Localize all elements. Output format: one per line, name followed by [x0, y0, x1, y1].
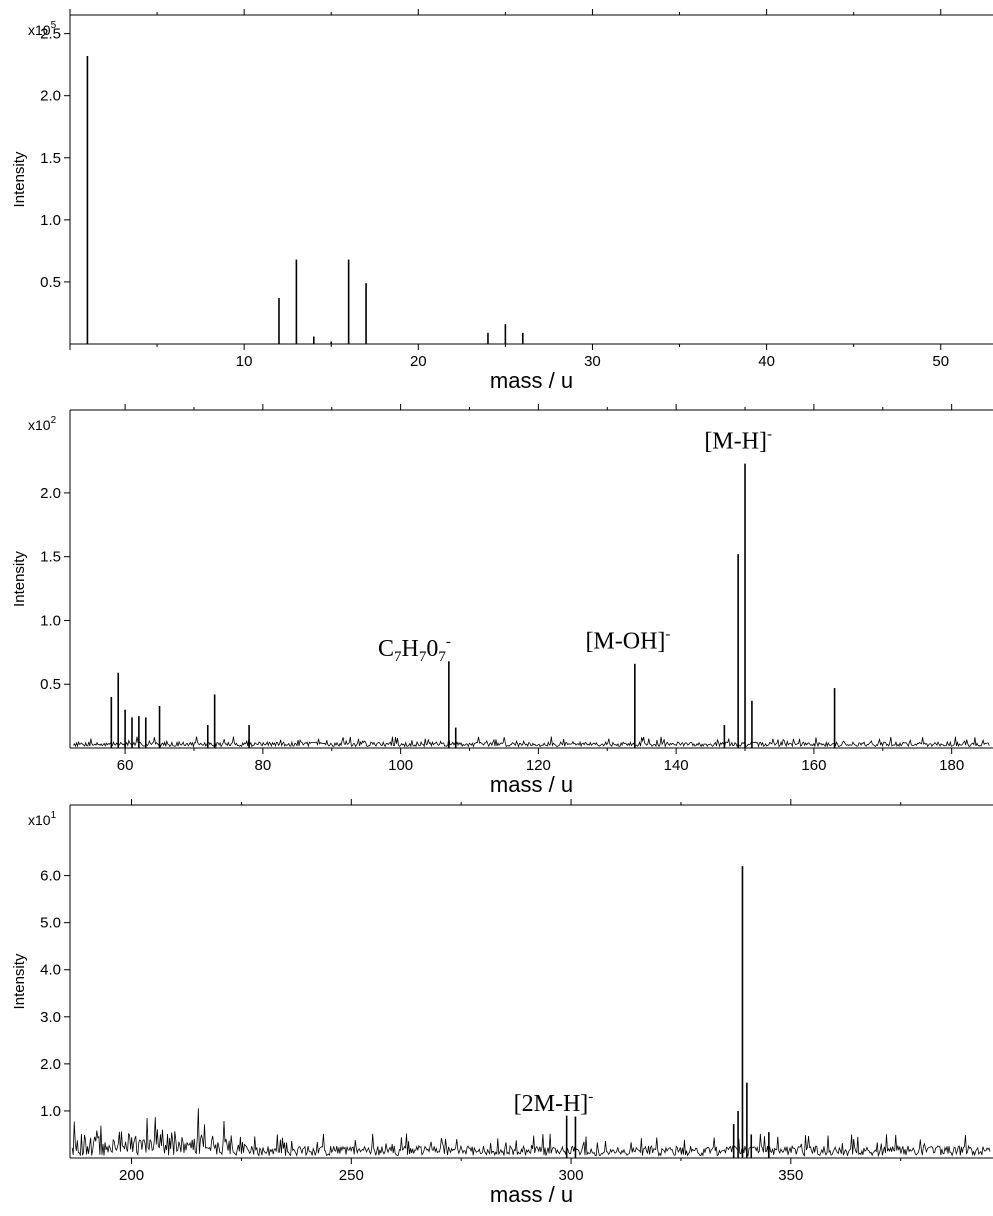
peak-annotation: [2M-H]- [514, 1089, 594, 1117]
y-tick-label: 2.0 [40, 88, 61, 105]
y-tick-label: 5.0 [40, 915, 61, 932]
y-tick-label: 1.0 [40, 612, 61, 629]
annotation-part: 0 [426, 636, 438, 662]
spectrum-panel-mid-mass: 60 80 100 120 140 160 180 0.5 1.0 1.5 2.0 x102 Inten… [11, 404, 993, 797]
x-tick-label: 350 [778, 1167, 803, 1184]
y-axis-label: Intensity [11, 953, 28, 1009]
annotation-part: H [401, 636, 418, 662]
y-scale-exponent: 5 [51, 20, 57, 31]
y-scale-label: x101 [28, 810, 57, 828]
x-tick-label: 200 [119, 1167, 144, 1184]
x-axis-label: mass / u [490, 368, 573, 393]
annotation-part: [2M-H] [514, 1091, 589, 1117]
y-tick-label: 0.5 [40, 676, 61, 693]
y-axis-label: Intensity [11, 551, 28, 607]
x-tick-label: 250 [339, 1167, 364, 1184]
x-axis-label: mass / u [490, 1182, 573, 1207]
y-scale-label: x105 [28, 20, 57, 38]
x-tick-label: 20 [410, 353, 427, 370]
x-tick-label: 100 [388, 757, 413, 774]
annotation-part: C [378, 636, 394, 662]
x-tick-label: 80 [255, 757, 272, 774]
y-tick-label: 6.0 [40, 868, 61, 885]
annotation-part: 7 [438, 649, 446, 665]
y-scale-exponent: 1 [51, 810, 57, 821]
x-tick-label: 40 [758, 353, 775, 370]
y-tick-label: 2.0 [40, 1056, 61, 1073]
x-tick-label: 180 [939, 757, 964, 774]
y-tick-label: 1.0 [40, 212, 61, 229]
y-tick-label: 3.0 [40, 1009, 61, 1026]
y-tick-label: 2.0 [40, 485, 61, 502]
annotation-part: - [446, 634, 451, 650]
spectrum-panel-high-mass: 200 250 300 350 1.0 2.0 3.0 4.0 5.0 6.0 x101 Intens… [11, 799, 993, 1207]
annotation-part: 7 [394, 649, 402, 665]
x-tick-label: 160 [801, 757, 826, 774]
y-tick-label: 4.0 [40, 962, 61, 979]
y-tick-label: 1.0 [40, 1103, 61, 1120]
annotation-part: - [588, 1089, 593, 1105]
annotation-part: - [665, 627, 670, 643]
x-tick-label: 120 [526, 757, 551, 774]
x-tick-label: 140 [664, 757, 689, 774]
y-tick-label: 0.5 [40, 274, 61, 291]
y-scale-exponent: 2 [51, 415, 57, 426]
annotation-part: 7 [419, 649, 427, 665]
annotation-part: [M-H] [704, 428, 767, 454]
noise-trace [71, 1108, 991, 1158]
x-tick-label: 300 [559, 1167, 584, 1184]
peak-annotation: [M-H]- [704, 426, 772, 454]
y-tick-label: 2.5 [40, 26, 61, 43]
peak-annotation: C7H707- [378, 634, 451, 665]
x-tick-label: 30 [584, 353, 601, 370]
noise-trace [73, 736, 990, 748]
x-tick-label: 10 [236, 353, 253, 370]
y-scale-label: x102 [28, 415, 57, 433]
x-tick-label: 60 [117, 757, 134, 774]
annotation-part: [M-OH] [585, 629, 665, 655]
y-tick-label: 1.5 [40, 549, 61, 566]
y-tick-label: 1.5 [40, 150, 61, 167]
x-tick-label: 50 [932, 353, 949, 370]
annotation-part: - [767, 426, 772, 442]
peak-annotation: [M-OH]- [585, 627, 670, 655]
x-axis-label: mass / u [490, 772, 573, 797]
y-axis-label: Intensity [11, 151, 28, 207]
